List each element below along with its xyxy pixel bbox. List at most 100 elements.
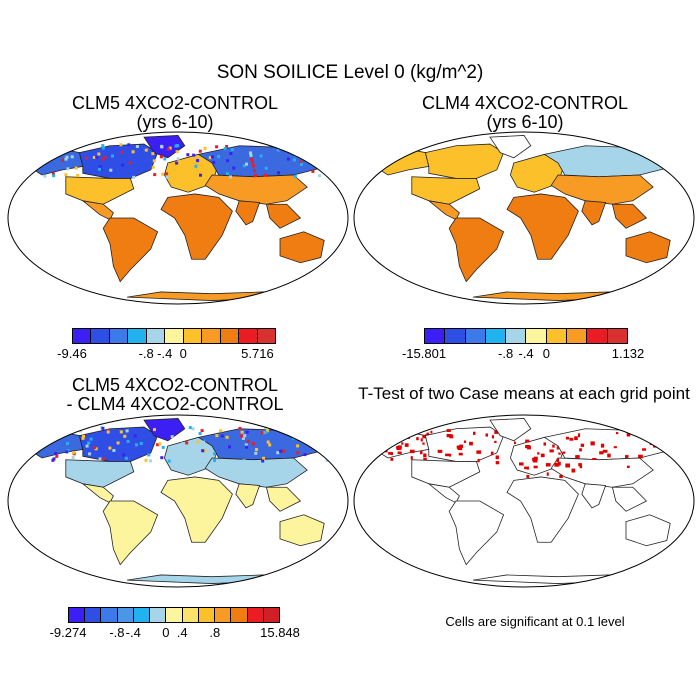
- grid-cell: [251, 442, 255, 446]
- colorbar-swatch: [566, 329, 587, 343]
- significant-cell: [578, 463, 582, 467]
- region-south-america: [448, 217, 505, 283]
- grid-cell: [144, 148, 148, 152]
- grid-cell: [119, 430, 123, 434]
- grid-cell: [149, 459, 153, 463]
- grid-cell: [324, 426, 328, 430]
- colorbar-strip: [424, 328, 628, 344]
- colorbar-swatch: [219, 329, 239, 343]
- region-siberia: [543, 145, 675, 178]
- grid-cell: [226, 159, 230, 163]
- grid-cell: [180, 447, 184, 451]
- grid-cell: [266, 440, 270, 444]
- grid-cell: [78, 142, 82, 146]
- grid-cell: [259, 154, 263, 158]
- grid-cell: [156, 443, 160, 447]
- grid-cell: [42, 438, 46, 442]
- colorbar-swatch: [525, 329, 546, 343]
- grid-cell: [50, 429, 54, 433]
- significant-cell: [599, 451, 604, 455]
- colorbar-swatch: [165, 608, 182, 622]
- grid-cell: [158, 442, 162, 446]
- grid-cell: [29, 163, 33, 167]
- panel-title-line1: CLM5 4XCO2-CONTROL: [71, 93, 279, 113]
- grid-cell: [53, 147, 57, 151]
- significant-cell: [525, 439, 530, 443]
- colorbar-label: .4: [176, 625, 188, 640]
- colorbar-swatch: [201, 329, 220, 343]
- grid-cell: [203, 146, 207, 150]
- grid-cell: [246, 439, 250, 443]
- grid-cell: [238, 426, 242, 430]
- grid-cell: [101, 426, 105, 430]
- grid-cell: [98, 165, 102, 169]
- significant-cell: [558, 461, 561, 466]
- grid-cell: [63, 430, 67, 434]
- panel-title-bottom-right: T-Test of two Case means at each grid po…: [344, 384, 700, 403]
- region-india: [581, 200, 607, 226]
- grid-cell: [213, 459, 216, 462]
- colorbar-swatch: [73, 329, 91, 343]
- grid-cell: [101, 146, 105, 150]
- grid-cell: [74, 426, 78, 430]
- grid-cell: [165, 175, 169, 179]
- significant-cell: [558, 452, 561, 455]
- significant-cell: [449, 453, 452, 457]
- region-contiguous-us: [411, 176, 481, 205]
- colorbar-swatch: [145, 329, 165, 343]
- grid-cell: [161, 172, 165, 176]
- grid-cell: [122, 453, 126, 457]
- significant-cell: [556, 446, 559, 450]
- grid-cell: [240, 434, 244, 438]
- significant-cell: [532, 457, 536, 461]
- panel-title-line1: CLM4 4XCO2-CONTROL: [421, 93, 629, 113]
- map-panel-top-left: [27, 135, 329, 301]
- significant-cell: [422, 434, 426, 439]
- grid-cell: [76, 425, 80, 429]
- significant-cell: [473, 431, 476, 435]
- region-africa: [506, 476, 579, 543]
- grid-cell: [249, 151, 252, 155]
- grid-cell: [260, 431, 264, 435]
- grid-cell: [215, 434, 219, 438]
- grid-cell: [192, 153, 196, 157]
- significant-cell: [409, 449, 415, 454]
- region-africa: [160, 193, 233, 260]
- grid-cell: [52, 143, 56, 146]
- significant-cell: [430, 430, 433, 434]
- region-asia: [204, 457, 308, 488]
- region-south-america: [102, 500, 159, 566]
- significant-cell: [545, 463, 551, 467]
- grid-cell: [66, 167, 70, 171]
- significant-cell: [613, 446, 617, 449]
- region-central-america: [81, 483, 114, 504]
- grid-cell: [316, 438, 320, 442]
- grid-cell: [249, 153, 253, 157]
- grid-cell: [37, 160, 41, 164]
- grid-cell: [88, 452, 92, 456]
- significant-cell: [389, 433, 394, 437]
- grid-cell: [54, 152, 58, 156]
- grid-cell: [254, 174, 257, 178]
- grid-cell: [168, 146, 172, 150]
- grid-cell: [318, 174, 322, 178]
- region-south-america: [448, 500, 505, 566]
- significant-cell: [437, 449, 443, 453]
- grid-cell: [102, 457, 106, 461]
- grid-cell: [131, 150, 135, 154]
- grid-cell: [318, 446, 322, 450]
- grid-cell: [30, 154, 34, 158]
- grid-cell: [196, 440, 200, 444]
- grid-cell: [175, 150, 179, 154]
- grid-cell: [112, 449, 116, 452]
- colorbar-swatch: [464, 329, 485, 343]
- grid-cell: [127, 143, 131, 147]
- colorbar-label: 5.716: [241, 346, 274, 361]
- grid-cell: [153, 428, 156, 432]
- grid-cell: [35, 153, 39, 157]
- grid-cell: [159, 155, 163, 159]
- region-southeast-asia: [611, 203, 648, 229]
- grid-cell: [314, 153, 318, 157]
- grid-cell: [324, 165, 328, 168]
- colorbar-label: -.4: [125, 625, 141, 640]
